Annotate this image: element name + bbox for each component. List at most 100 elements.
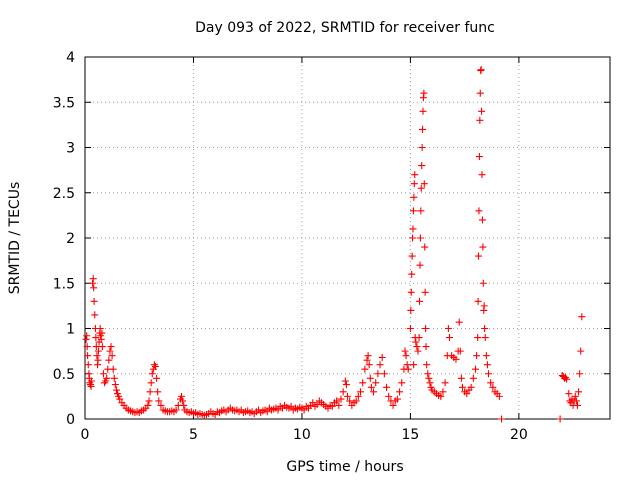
data-points [82,66,586,423]
data-point [96,325,104,332]
data-point [421,288,429,296]
data-point [407,306,415,314]
data-point [408,270,416,278]
data-point [475,207,483,215]
data-point [157,401,165,409]
data-point [108,352,116,360]
x-axis-label: GPS time / hours [286,459,403,475]
data-point [478,171,486,179]
data-point [475,153,483,161]
data-point [111,381,119,389]
data-point [424,370,432,378]
data-point [421,243,429,251]
data-point [419,125,427,133]
data-point [423,361,431,369]
data-point [444,325,452,332]
data-point [365,361,373,369]
data-point [346,397,354,405]
data-point [263,408,271,416]
chart-title: Day 093 of 2022, SRMTID for receiver fun… [195,20,495,36]
data-point [463,390,471,398]
data-point [180,401,188,409]
data-point [577,347,585,355]
data-point [425,374,433,382]
data-point [287,402,295,410]
data-point [413,343,421,351]
data-point [404,365,412,373]
data-point [481,334,489,342]
data-point [411,171,419,179]
data-point [172,406,180,414]
data-point [383,383,391,391]
data-point [571,392,579,400]
data-point [89,275,97,283]
data-point [97,335,105,343]
data-point [83,332,91,340]
data-point [116,395,124,403]
data-point [415,334,423,342]
y-tick-label: 0.5 [53,367,75,383]
data-point [478,216,486,224]
data-point [408,252,416,260]
data-point [417,207,425,215]
data-point [393,395,401,403]
data-point [469,374,477,382]
data-point [396,388,404,396]
data-point [86,381,94,389]
y-tick-label: 3.5 [53,95,75,111]
y-tick-label: 2 [66,231,75,247]
data-point [144,401,152,409]
data-point [477,66,485,74]
data-point [422,343,430,351]
data-point [417,184,425,192]
data-point [370,388,378,396]
data-point [378,353,386,361]
y-axis: 0 0.5 1 1.5 2 2.5 3 3.5 4 [53,50,610,428]
data-point [487,379,495,387]
data-point [573,401,581,409]
data-point [485,370,493,378]
data-point [473,352,481,360]
data-point [409,207,417,215]
data-point [178,392,186,400]
data-point [359,379,367,387]
data-point [341,377,349,385]
data-point [563,375,571,383]
data-point [154,388,162,396]
x-tick-label: 15 [401,427,419,443]
data-point [422,325,430,332]
data-point [498,415,506,423]
data-point [476,116,484,124]
data-point [145,397,153,405]
y-tick-label: 2.5 [53,186,75,202]
data-point [99,370,107,378]
data-point [418,162,426,170]
data-point [419,107,427,115]
data-point [416,297,424,305]
data-point [155,397,163,405]
data-point [335,401,343,409]
data-point [575,388,583,396]
data-point [366,374,374,382]
data-point [94,347,102,355]
data-point [344,392,351,400]
data-point [483,361,491,369]
data-point [455,318,463,326]
data-point [361,365,369,373]
data-point [93,352,101,360]
data-point [418,144,426,151]
data-point [389,401,397,409]
data-point [112,386,120,394]
data-point [88,377,96,385]
y-tick-label: 1.5 [53,276,75,292]
data-point [84,352,92,360]
data-point [441,379,449,387]
data-point [401,347,409,355]
x-tick-label: 10 [293,427,311,443]
data-point [90,284,98,292]
data-point [414,347,422,355]
data-point [572,397,580,405]
data-point [410,180,418,188]
data-point [420,180,428,188]
data-point [452,355,460,363]
